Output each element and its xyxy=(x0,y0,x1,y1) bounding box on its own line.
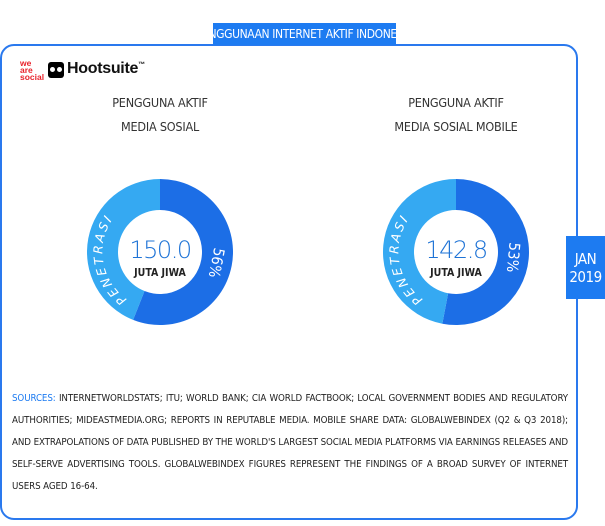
sources-note: SOURCES: INTERNETWORLDSTATS; ITU; WORLD … xyxy=(12,388,568,498)
chart-2-unit: JUTA JIWA xyxy=(430,267,482,279)
date-badge: JAN 2019 xyxy=(566,236,605,299)
chart-1-title: PENGGUNA AKTIF MEDIA SOSIAL xyxy=(60,91,260,139)
chart-1-title-line-1: PENGGUNA AKTIF xyxy=(112,95,208,110)
owl-icon xyxy=(48,62,64,78)
donut-slice-penetration xyxy=(442,179,529,325)
donut-slice-remainder xyxy=(383,179,456,324)
hootsuite-logo: Hootsuite™ xyxy=(67,60,145,77)
chart-2-title-line-2: MEDIA SOSIAL MOBILE xyxy=(394,119,518,134)
chart-2-title-line-1: PENGGUNA AKTIF xyxy=(408,95,504,110)
sources-label: SOURCES: xyxy=(12,393,56,404)
donut-slice-penetration xyxy=(133,179,233,325)
date-year: 2019 xyxy=(569,267,602,286)
chart-2-title: PENGGUNA AKTIF MEDIA SOSIAL MOBILE xyxy=(356,91,556,139)
sources-text: INTERNETWORLDSTATS; ITU; WORLD BANK; CIA… xyxy=(12,393,568,492)
donut-percent-label: 53% xyxy=(503,242,524,274)
chart-2-value: 142.8 xyxy=(425,236,488,264)
page-title: PENGGUNAAN INTERNET AKTIF INDONESIA xyxy=(196,23,413,45)
donut-percent-label: 56% xyxy=(205,246,228,279)
date-month: JAN xyxy=(574,249,597,268)
chart-1-value: 150.0 xyxy=(129,236,192,264)
chart-1-donut: 56%PENETRASI xyxy=(86,179,233,325)
chart-1-title-line-2: MEDIA SOSIAL xyxy=(120,119,200,134)
chart-2-donut: 53%PENETRASI xyxy=(383,179,529,325)
we-are-social-logo: we are social xyxy=(20,58,45,82)
donut-slice-remainder xyxy=(86,179,160,320)
chart-1-unit: JUTA JIWA xyxy=(134,267,186,279)
